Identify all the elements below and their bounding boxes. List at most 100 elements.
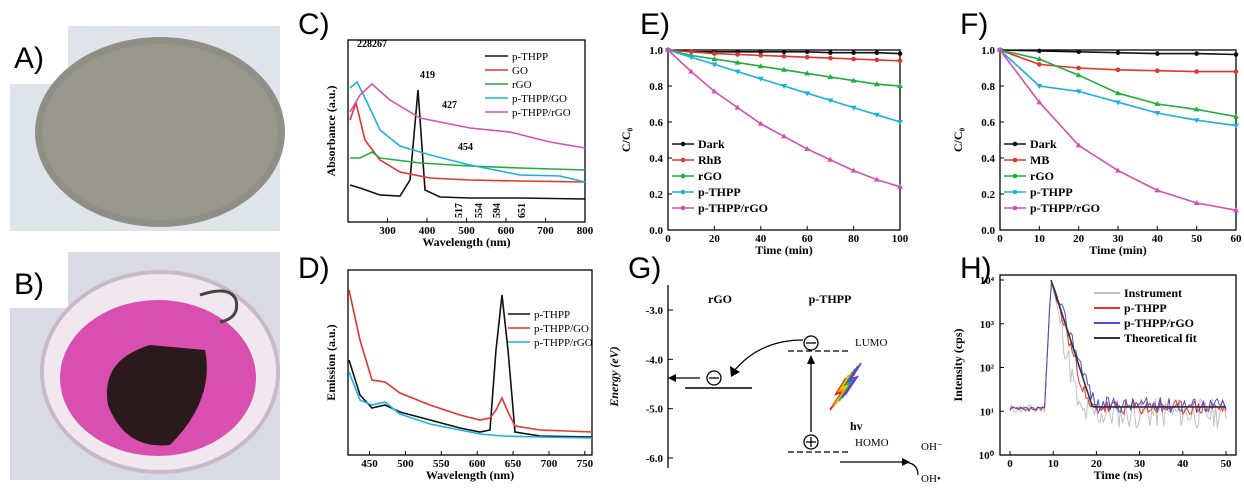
x-tick-label-h: 20 <box>1091 458 1103 470</box>
x-tick-label-d: 650 <box>505 458 522 470</box>
data-point <box>873 176 880 182</box>
data-point <box>712 51 717 56</box>
oxidation-arrow-head-g <box>902 458 910 466</box>
series-curve-c-GO <box>349 100 586 183</box>
hv-label-g: hv <box>850 419 863 433</box>
series-curve-d-p-THPP/GO <box>348 289 593 433</box>
data-point <box>804 91 811 97</box>
legend-marker <box>680 173 686 179</box>
annotation-c: 267 <box>372 39 387 50</box>
data-point <box>711 88 718 94</box>
data-point <box>781 54 787 59</box>
x-tick-label: 80 <box>848 233 860 245</box>
x-tick-label-c: 700 <box>537 225 554 237</box>
y-tick-label: 0.2 <box>981 189 995 201</box>
data-point <box>1193 106 1200 112</box>
data-point <box>827 98 834 104</box>
x-tick-label-h: 50 <box>1221 458 1233 470</box>
legend-marker <box>680 157 686 163</box>
oh-minus-label-g: OH⁻ <box>921 441 943 453</box>
annotation-c: 517 <box>454 203 465 218</box>
data-point <box>1076 65 1081 71</box>
data-point <box>665 47 671 52</box>
data-point <box>874 50 880 55</box>
series-line-p-THPP <box>999 49 1237 127</box>
data-point <box>1155 68 1160 73</box>
fit-curve-h <box>1050 279 1226 408</box>
data-point <box>1233 113 1239 119</box>
x-tick-label: 100 <box>892 233 909 245</box>
x-tick-label-h: 0 <box>1007 458 1013 470</box>
legend-label-h: p-THPP/rGO <box>1124 316 1194 330</box>
rgo-label-g: rGO <box>708 292 732 306</box>
x-tick-label-d: 750 <box>577 458 594 470</box>
data-point <box>874 57 880 63</box>
data-point <box>827 156 834 162</box>
y-tick-label: 0.6 <box>649 117 663 129</box>
y-tick-label-g: -6.0 <box>646 453 664 465</box>
x-tick-label: 40 <box>1152 233 1164 245</box>
x-tick-label-d: 600 <box>469 458 486 470</box>
y-axis-label-d: Emission (a.u.) <box>324 324 338 400</box>
y-tick-label: 1.0 <box>649 45 663 57</box>
data-point <box>897 51 903 56</box>
data-point <box>757 120 764 126</box>
legend-label-d: p-THPP/rGO <box>534 337 593 349</box>
x-axis-label: Time (min) <box>1089 243 1146 257</box>
legend-marker <box>1012 205 1018 211</box>
data-point <box>1233 69 1239 74</box>
data-point <box>757 76 764 82</box>
x-tick-label-c: 300 <box>379 225 396 237</box>
data-point <box>1193 118 1200 124</box>
data-point <box>1115 100 1121 106</box>
legend-label-h: p-THPP <box>1124 301 1167 315</box>
x-tick-label-d: 550 <box>433 458 450 470</box>
legend-label: p-THPP <box>698 185 741 199</box>
data-point <box>827 74 834 79</box>
data-point <box>1155 51 1160 56</box>
legend-label-c: p-THPP <box>512 51 548 63</box>
data-point <box>734 69 741 75</box>
data-point <box>850 77 857 83</box>
transfer-arrow-g <box>733 339 804 372</box>
x-tick-label-d: 500 <box>397 458 414 470</box>
data-point <box>711 56 718 61</box>
y-axis-label-c: Absorbance (a.u.) <box>324 85 338 176</box>
x-tick-label-c: 600 <box>498 225 515 237</box>
x-tick-label: 20 <box>709 233 721 245</box>
annotation-c: 651 <box>517 203 528 218</box>
data-point <box>1115 50 1121 55</box>
y-axis-label: C/C₀ <box>951 127 965 152</box>
y-tick-label: 0.8 <box>981 81 995 93</box>
transfer-arrow-head-g <box>730 366 740 377</box>
x-tick-label: 20 <box>1073 233 1085 245</box>
data-point <box>781 49 787 55</box>
panel-label-f: F) <box>960 8 989 41</box>
data-point <box>1154 187 1161 193</box>
legend-label: rGO <box>1030 169 1054 183</box>
pthpp-label-g: p-THPP <box>809 292 852 306</box>
x-tick-label: 40 <box>755 233 767 245</box>
legend-label: Dark <box>1030 137 1057 151</box>
data-point <box>734 104 741 110</box>
data-point <box>781 66 787 72</box>
legend-marker <box>1012 189 1018 195</box>
data-point <box>1075 72 1082 78</box>
excitation-arrow-head-g <box>807 355 815 364</box>
legend-label: Dark <box>698 137 725 151</box>
data-point <box>1193 200 1200 205</box>
x-tick-label-d: 700 <box>541 458 558 470</box>
oh-radical-label-g: OH• <box>921 473 941 485</box>
data-point <box>1036 99 1043 105</box>
data-point <box>1233 52 1239 57</box>
x-tick-label: 50 <box>1191 233 1203 245</box>
lumo-electron-g <box>803 335 819 351</box>
data-point <box>1037 48 1042 54</box>
data-point <box>1036 84 1043 89</box>
y-tick-label-g: -3.0 <box>646 305 664 317</box>
data-point <box>758 49 764 55</box>
data-point <box>850 105 857 111</box>
legend-label-d: p-THPP <box>534 309 570 321</box>
legend-label: p-THPP <box>1030 185 1073 199</box>
